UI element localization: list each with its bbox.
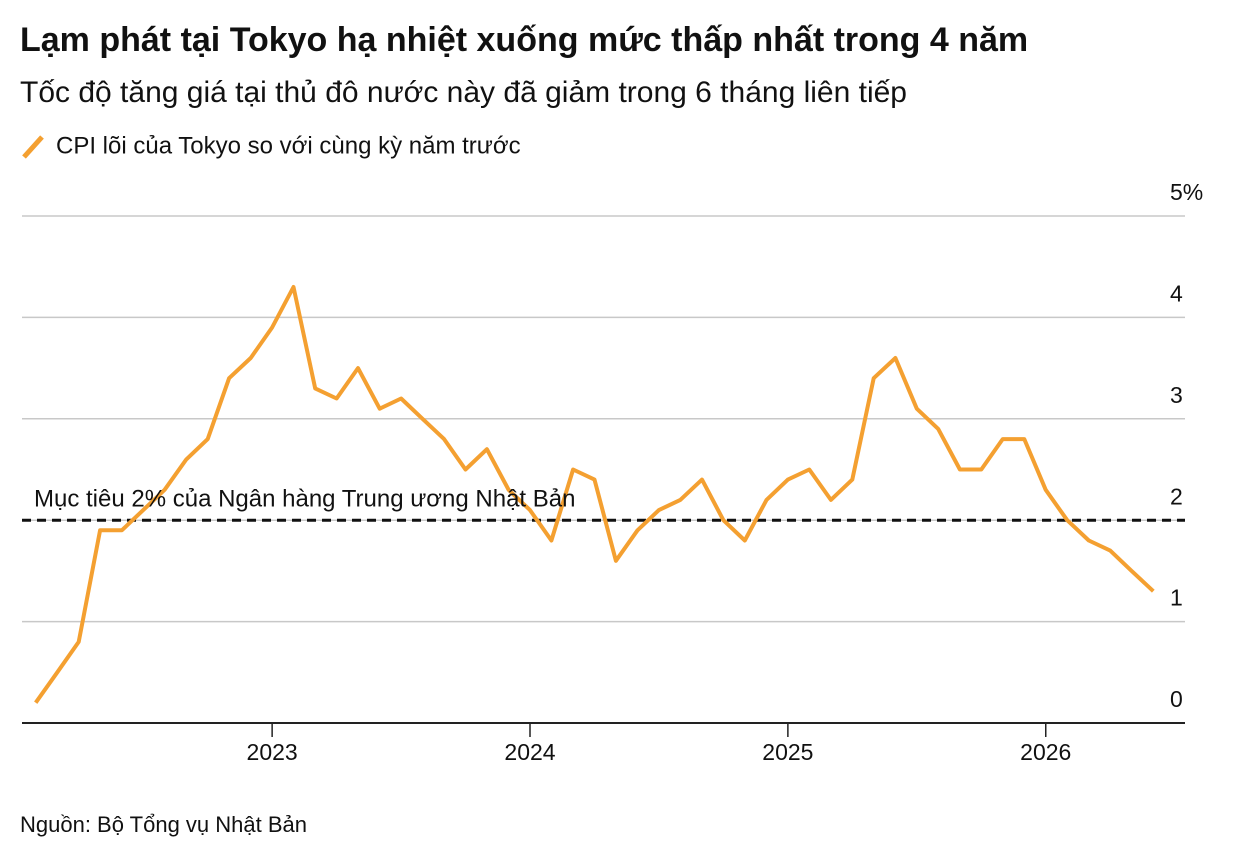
y-tick-label: 5% [1170, 179, 1203, 205]
legend-label: CPI lõi của Tokyo so với cùng kỳ năm trư… [56, 132, 521, 159]
y-tick-label: 3 [1170, 382, 1183, 408]
y-tick-label: 1 [1170, 585, 1183, 611]
legend-swatch [22, 135, 44, 159]
x-tick-label: 2026 [1020, 739, 1071, 765]
chart-subtitle: Tốc độ tăng giá tại thủ đô nước này đã g… [20, 76, 907, 109]
reference-label: Mục tiêu 2% của Ngân hàng Trung ương Nhậ… [34, 486, 575, 513]
chart-title: Lạm phát tại Tokyo hạ nhiệt xuống mức th… [20, 21, 1028, 59]
source: Nguồn: Bộ Tổng vụ Nhật Bản [20, 812, 307, 837]
x-tick-label: 2024 [504, 739, 555, 765]
data-line [34, 285, 1155, 704]
x-tick-label: 2025 [762, 739, 813, 765]
y-tick-label: 4 [1170, 280, 1183, 306]
y-tick-label: 2 [1170, 483, 1183, 509]
y-tick-label: 0 [1170, 686, 1183, 712]
x-tick-label: 2023 [247, 739, 298, 765]
